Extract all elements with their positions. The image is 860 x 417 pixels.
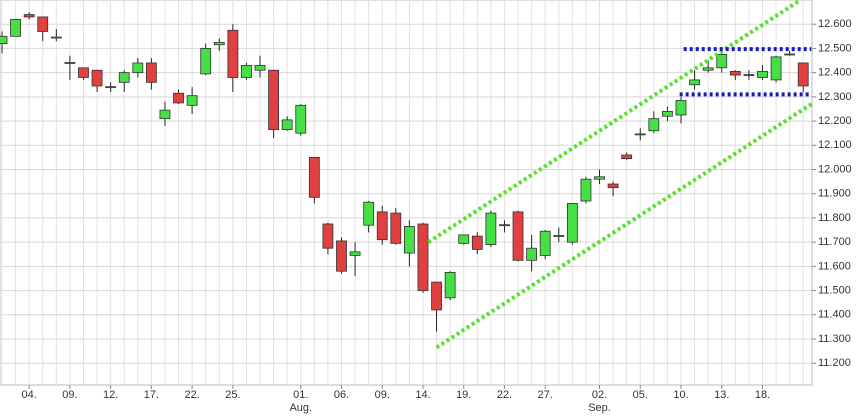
y-tick-label: 12.100: [818, 139, 852, 151]
candle-body: [431, 281, 442, 311]
candle-body: [336, 240, 347, 272]
candle-body: [566, 202, 578, 243]
candle-body: [702, 67, 714, 71]
candle-body: [50, 36, 62, 39]
y-tick-label: 12.600: [818, 18, 852, 30]
candle-body: [553, 235, 565, 237]
candle-body: [173, 92, 184, 104]
candle-body: [580, 178, 592, 202]
candle-body: [308, 156, 320, 198]
candle-body: [132, 62, 144, 74]
y-tick-label: 11.900: [818, 188, 851, 200]
x-tick-label: 27.: [538, 389, 553, 401]
candle-body: [268, 69, 280, 130]
y-tick-label: 12.300: [818, 91, 852, 103]
y-tick-label: 11.200: [818, 357, 851, 369]
candle-body: [471, 235, 483, 250]
candle-body: [458, 234, 470, 244]
candle-body: [797, 62, 809, 87]
x-tick-label: 14.: [415, 389, 430, 401]
x-tick-label: 25.: [225, 389, 240, 401]
candle-body: [648, 118, 660, 132]
plot-frame: [0, 0, 813, 386]
x-tick-label: 18.: [755, 389, 770, 401]
candle-body: [675, 100, 687, 116]
candle-body: [241, 64, 252, 78]
x-tick-label: 02.: [592, 389, 607, 401]
candle-body: [784, 53, 796, 56]
overlay-line: [435, 102, 813, 350]
candle-body: [485, 212, 497, 245]
y-tick-label: 11.800: [818, 212, 851, 224]
candle-body: [322, 223, 334, 249]
candle-body: [186, 95, 198, 106]
candle-body: [634, 133, 646, 136]
candle-body: [376, 211, 388, 241]
y-tick-label: 11.400: [818, 309, 851, 321]
y-tick-label: 12.400: [818, 67, 852, 79]
candle-body: [594, 176, 605, 180]
candle-body: [349, 251, 361, 256]
x-tick-label: 19.: [456, 389, 471, 401]
x-sublabel: Aug.: [289, 402, 312, 414]
x-tick-label: 05.: [633, 389, 648, 401]
y-tick-label: 12.500: [818, 42, 852, 54]
candle-body: [403, 225, 415, 254]
overlay-line: [427, 0, 802, 244]
candle-body: [729, 71, 741, 76]
candle-body: [499, 224, 510, 227]
candle-body: [607, 183, 619, 189]
x-tick-label: 22.: [497, 389, 512, 401]
candle-body: [444, 272, 456, 299]
candle-body: [78, 67, 89, 78]
x-tick-label: 17.: [144, 389, 159, 401]
x-tick-label: 09.: [375, 389, 390, 401]
candle-body: [37, 16, 49, 32]
candle-body: [254, 64, 266, 71]
candle-body: [743, 74, 755, 76]
candle-body: [200, 48, 212, 75]
y-tick-label: 11.300: [818, 333, 851, 345]
candle-body: [118, 72, 130, 83]
y-tick-label: 11.700: [818, 236, 851, 248]
x-tick-label: 06.: [334, 389, 349, 401]
y-tick-label: 11.500: [818, 284, 851, 296]
candle-body: [770, 56, 782, 81]
x-sublabel: Sep.: [588, 402, 611, 414]
candle-body: [105, 86, 117, 89]
x-tick-label: 12.: [103, 389, 118, 401]
candle-body: [159, 109, 171, 120]
candle-body: [64, 62, 76, 64]
x-tick-label: 10.: [673, 389, 688, 401]
candle-body: [145, 62, 157, 83]
candle-body: [23, 14, 35, 18]
candle-body: [417, 223, 429, 291]
candle-body: [716, 54, 728, 69]
candle-body: [0, 35, 8, 44]
candle-body: [621, 154, 633, 160]
candle-body: [91, 69, 103, 87]
candle-body: [539, 230, 551, 256]
candle-body: [363, 201, 375, 226]
candle-body: [512, 211, 524, 261]
x-tick-label: 04.: [22, 389, 37, 401]
candle-body: [390, 212, 402, 244]
candle-body: [662, 110, 673, 117]
x-tick-label: 22.: [184, 389, 199, 401]
candle-body: [526, 247, 538, 261]
candle-body: [689, 79, 700, 86]
x-tick-label: 13.: [714, 389, 729, 401]
candle-body: [295, 104, 307, 134]
candle-body: [281, 119, 293, 130]
x-tick-label: 01.: [293, 389, 308, 401]
candle-body: [213, 41, 225, 46]
x-tick-label: 09.: [62, 389, 77, 401]
y-tick-label: 12.000: [818, 163, 852, 175]
y-tick-label: 12.200: [818, 115, 852, 127]
candle-body: [10, 18, 21, 37]
candle-body: [757, 71, 768, 78]
y-tick-label: 11.600: [818, 260, 851, 272]
candle-body: [227, 29, 239, 78]
